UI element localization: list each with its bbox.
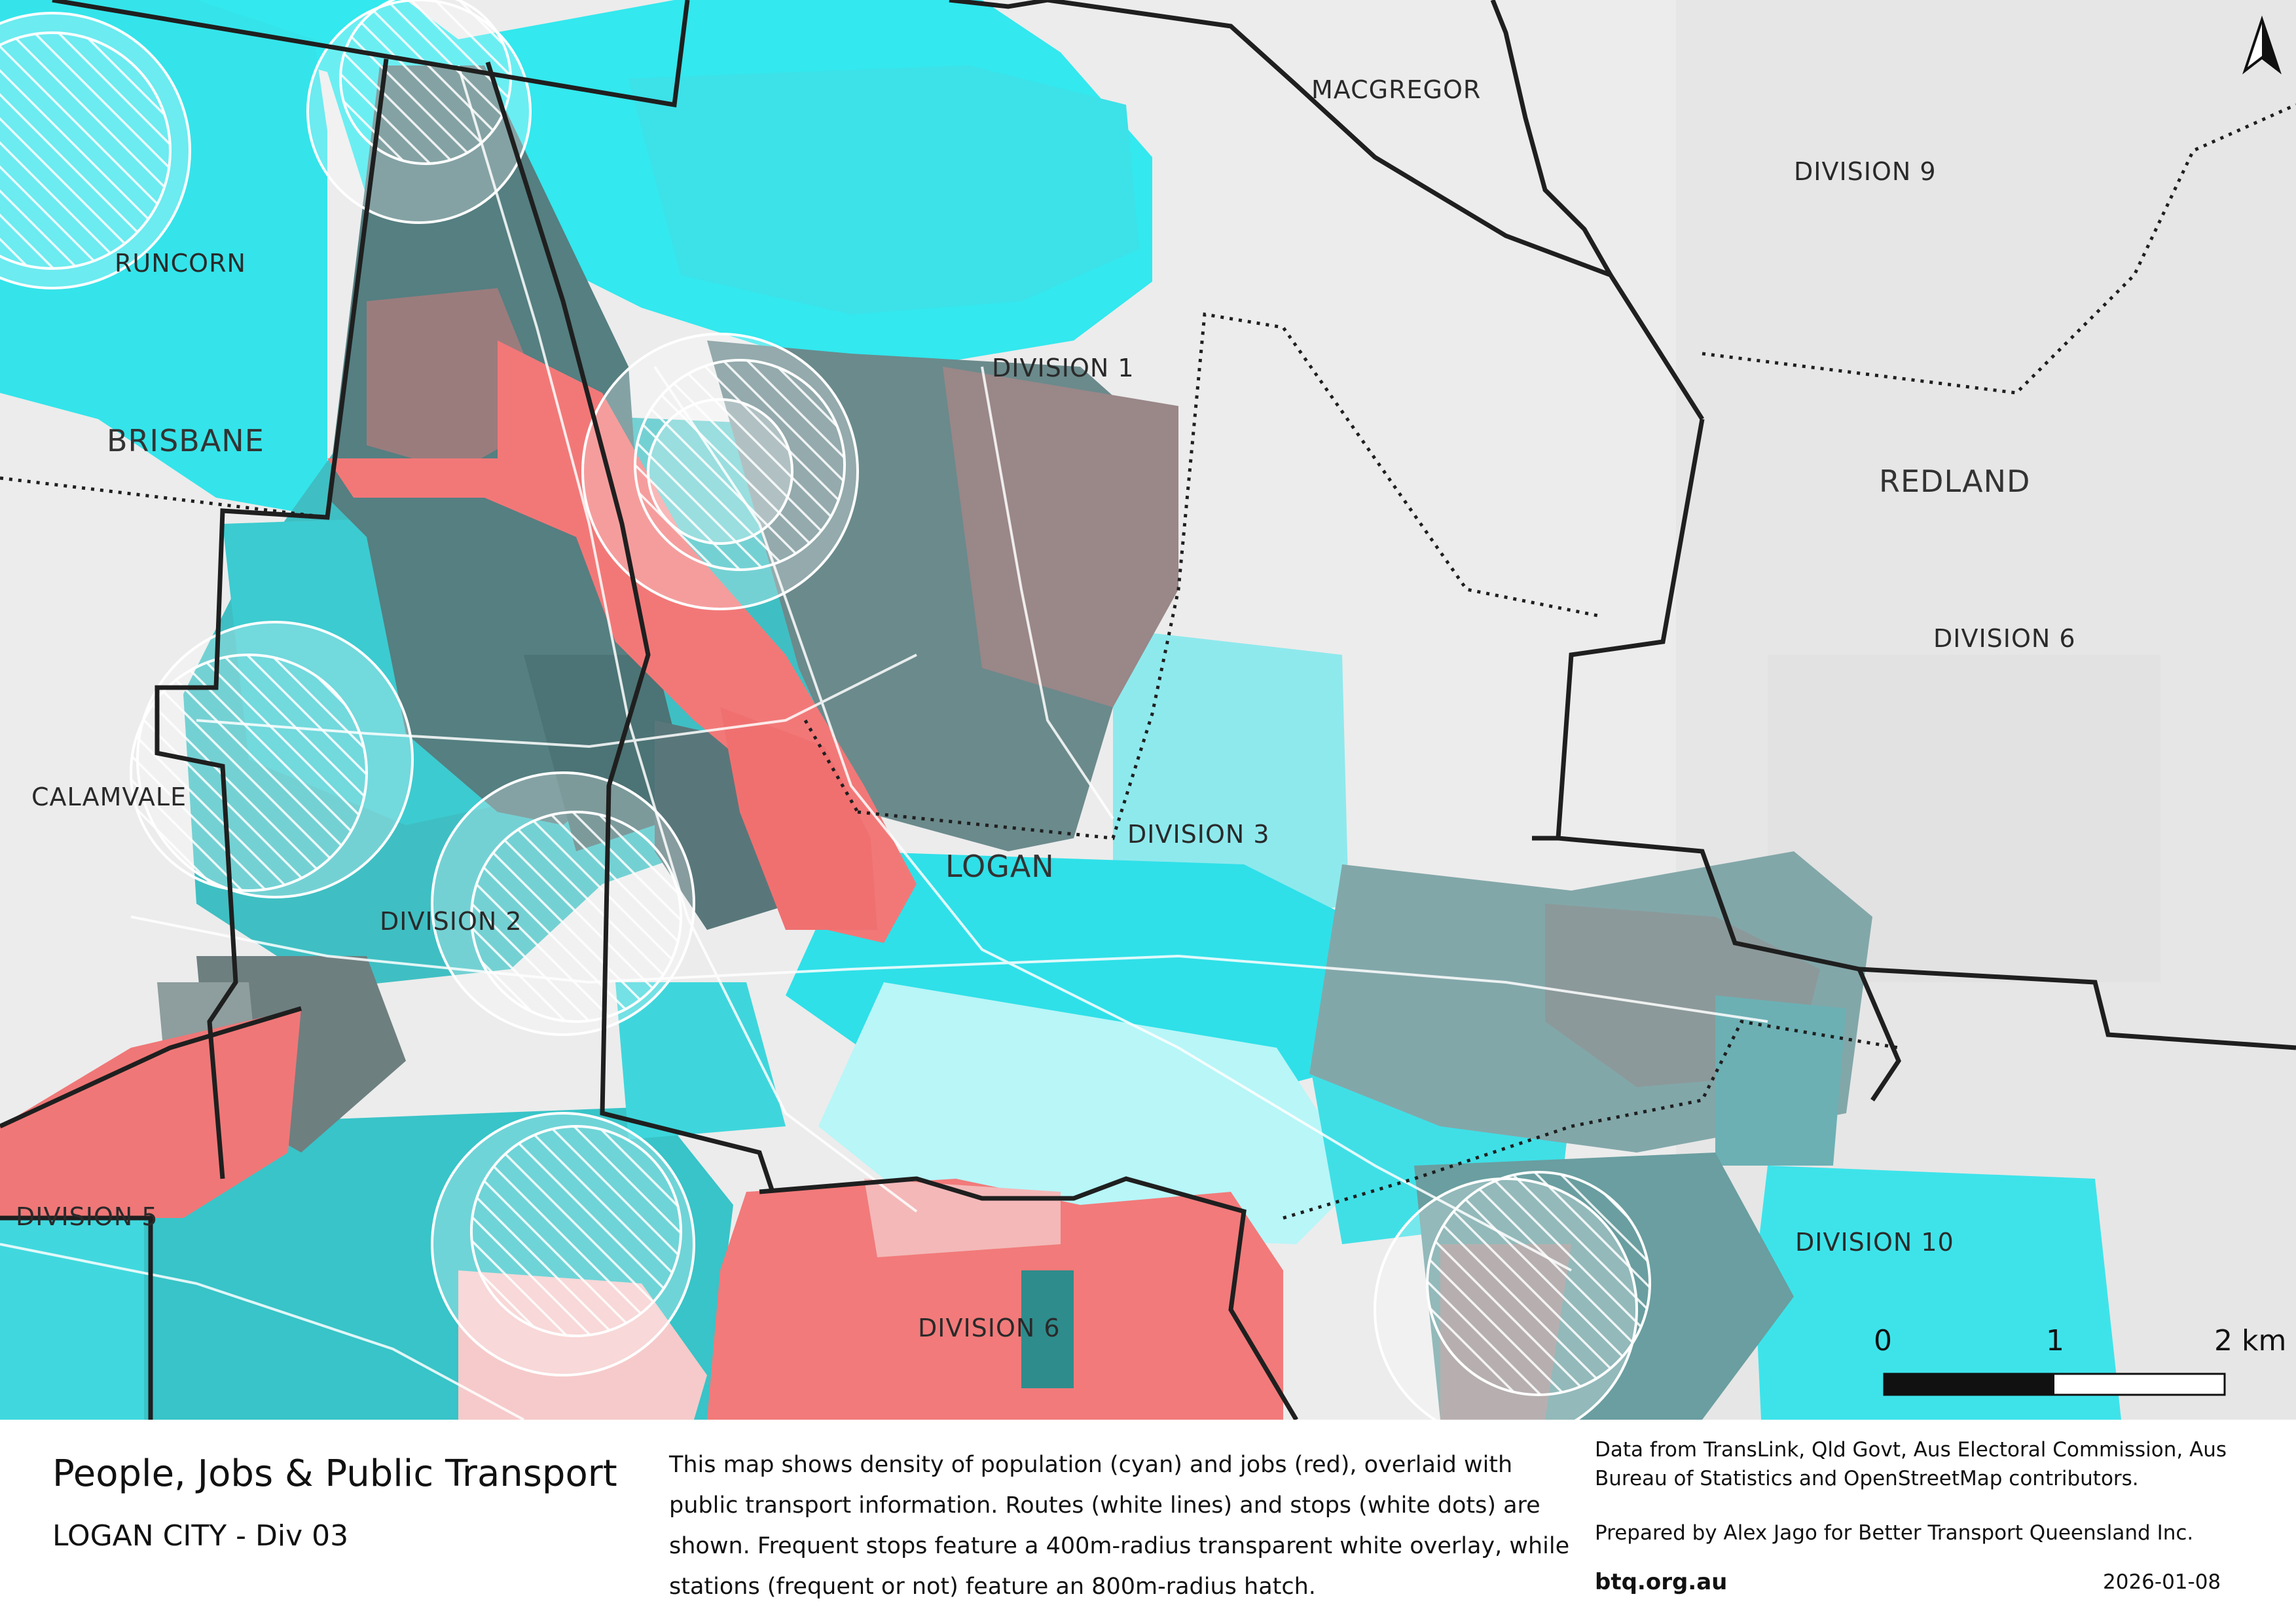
place-label-division6-bottom: DIVISION 6 — [918, 1314, 1061, 1342]
data-credits: Data from TransLink, Qld Govt, Aus Elect… — [1595, 1438, 2227, 1490]
place-label-division6-top: DIVISION 6 — [1933, 624, 2076, 653]
map-date: 2026-01-08 — [2103, 1570, 2221, 1594]
place-label-brisbane: BRISBANE — [107, 423, 264, 458]
place-label-calamvale: CALAMVALE — [31, 783, 187, 811]
map-graphics — [0, 0, 2296, 1420]
place-label-logan: LOGAN — [945, 849, 1055, 884]
place-label-division5: DIVISION 5 — [16, 1202, 158, 1231]
map-description: This map shows density of population (cy… — [669, 1452, 1570, 1600]
website-link[interactable]: btq.org.au — [1595, 1569, 1728, 1595]
place-label-macgregor: MACGREGOR — [1311, 75, 1482, 104]
scale-bar — [1883, 1373, 2226, 1396]
mixed-density-layer — [157, 65, 1872, 1420]
transit-routes — [0, 65, 1768, 1420]
legend-panel: People, Jobs & Public Transport LOGAN CI… — [0, 1420, 2296, 1624]
map-subtitle: LOGAN CITY - Div 03 — [52, 1519, 349, 1553]
jobs-density-layer — [0, 341, 1283, 1420]
place-label-division10: DIVISION 10 — [1795, 1228, 1954, 1257]
division-boundaries — [0, 103, 2296, 1220]
map-title: People, Jobs & Public Transport — [52, 1452, 617, 1495]
scale-label-2km: 2 km — [2214, 1324, 2287, 1357]
station-hatches — [0, 0, 1651, 1396]
boundary-lines — [0, 0, 2296, 1420]
place-label-division2: DIVISION 2 — [380, 907, 522, 936]
map-canvas[interactable]: MACGREGOR DIVISION 9 RUNCORN DIVISION 1 … — [0, 0, 2296, 1420]
scale-label-0: 0 — [1874, 1324, 1892, 1357]
prepared-by: Prepared by Alex Jago for Better Transpo… — [1595, 1521, 2194, 1545]
place-label-redland: REDLAND — [1879, 464, 2031, 499]
place-label-division9: DIVISION 9 — [1794, 157, 1937, 186]
scale-label-1: 1 — [2046, 1324, 2064, 1357]
north-arrow-icon — [2242, 15, 2282, 75]
place-label-division3: DIVISION 3 — [1127, 820, 1270, 849]
place-label-division1: DIVISION 1 — [992, 354, 1135, 382]
place-label-runcorn: RUNCORN — [115, 249, 246, 278]
